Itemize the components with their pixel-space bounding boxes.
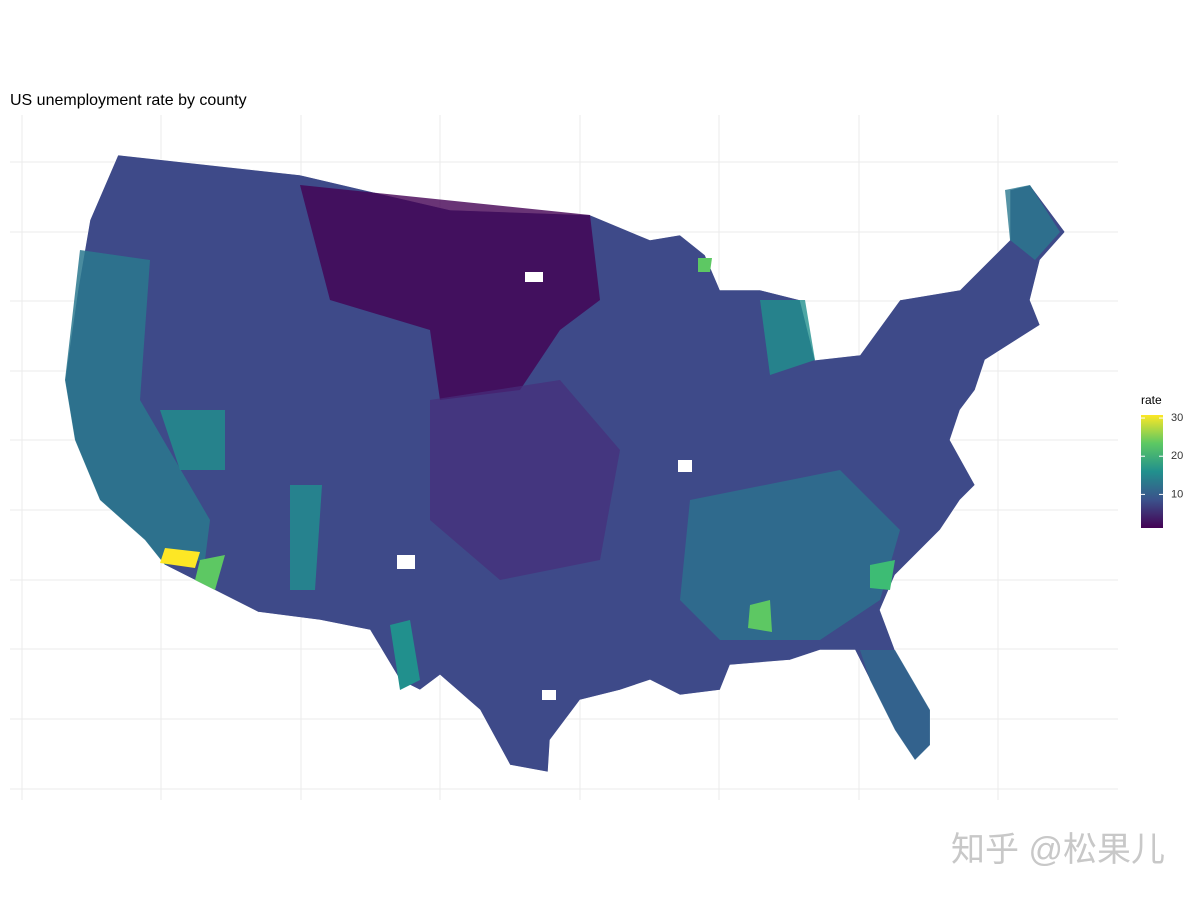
region (65, 250, 210, 565)
region (860, 650, 930, 760)
missing-county (525, 272, 543, 282)
watermark: 知乎 @松果儿 (951, 831, 1165, 869)
region (680, 470, 900, 640)
region (390, 620, 420, 690)
region (430, 380, 620, 580)
colorbar-label: 10 (1171, 488, 1183, 500)
missing-county (678, 460, 692, 472)
map-title: US unemployment rate by county (10, 92, 247, 109)
region (160, 410, 225, 470)
missing-county (397, 555, 415, 569)
region (195, 555, 225, 590)
region (290, 485, 322, 590)
region (300, 185, 600, 400)
region (698, 258, 712, 272)
region (870, 560, 895, 590)
colorbar-label: 30 (1171, 412, 1183, 424)
legend: rate 10 20 30 (1141, 393, 1183, 528)
region (760, 300, 815, 375)
colorbar-label: 20 (1171, 450, 1183, 462)
us-map (64, 154, 1066, 773)
colorbar (1141, 415, 1163, 528)
region (748, 600, 772, 632)
region (1005, 185, 1060, 260)
missing-county (542, 690, 556, 700)
region (160, 548, 200, 568)
legend-title: rate (1141, 393, 1162, 407)
